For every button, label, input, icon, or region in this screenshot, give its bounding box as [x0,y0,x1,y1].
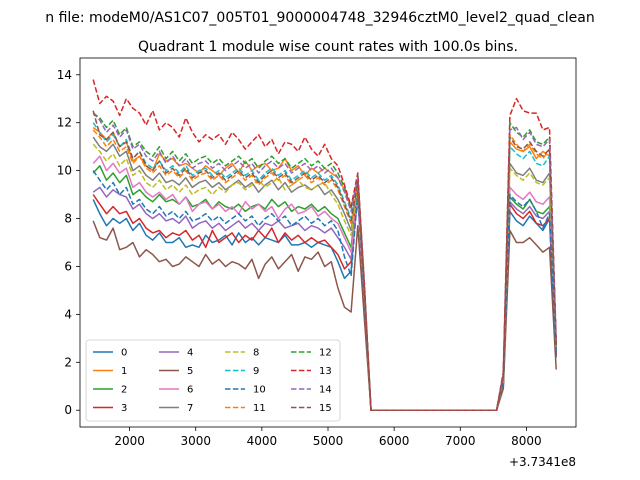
x-tick-label: 8000 [511,434,542,448]
legend-label-0: 0 [121,348,127,359]
figure-suptitle: n file: modeM0/AS1C07_005T01_9000004748_… [45,10,594,26]
y-tick-label: 2 [64,355,72,369]
x-tick-label: 7000 [445,434,476,448]
legend-label-13: 13 [319,366,332,377]
x-tick-label: 3000 [180,434,211,448]
x-tick-label: 6000 [379,434,410,448]
x-tick-label: 2000 [114,434,145,448]
series-line-15 [92,110,557,411]
legend-label-3: 3 [121,403,127,414]
y-tick-label: 6 [64,259,72,273]
legend-label-4: 4 [187,348,193,359]
y-tick-label: 4 [64,307,72,321]
x-tick-label: 4000 [247,434,278,448]
legend-label-12: 12 [319,348,332,359]
legend-label-2: 2 [121,385,127,396]
chart-title: Quadrant 1 module wise count rates with … [138,39,518,55]
y-tick-label: 0 [64,403,72,417]
y-tick-label: 10 [57,164,72,178]
y-axis: 0 2 4 6 8 10 12 14 [57,68,80,417]
series-line-10 [92,170,557,411]
legend-label-9: 9 [253,366,259,377]
x-axis: 2000 3000 4000 5000 6000 7000 8000 [114,427,542,448]
x-axis-offset-label: +3.7341e8 [509,455,576,469]
legend-frame [85,339,341,422]
legend-label-10: 10 [253,385,266,396]
legend-label-1: 1 [121,366,127,377]
y-tick-label: 12 [57,116,72,130]
x-tick-label: 5000 [313,434,344,448]
y-tick-label: 14 [57,68,72,82]
series-line-12 [92,112,557,411]
legend-label-14: 14 [319,385,332,396]
legend-label-6: 6 [187,385,193,396]
legend-label-11: 11 [253,403,266,414]
legend-label-7: 7 [187,403,193,414]
y-tick-label: 8 [64,212,72,226]
legend-label-15: 15 [319,403,332,414]
series-layer [92,79,557,411]
legend-label-5: 5 [187,366,193,377]
legend-label-8: 8 [253,348,259,359]
